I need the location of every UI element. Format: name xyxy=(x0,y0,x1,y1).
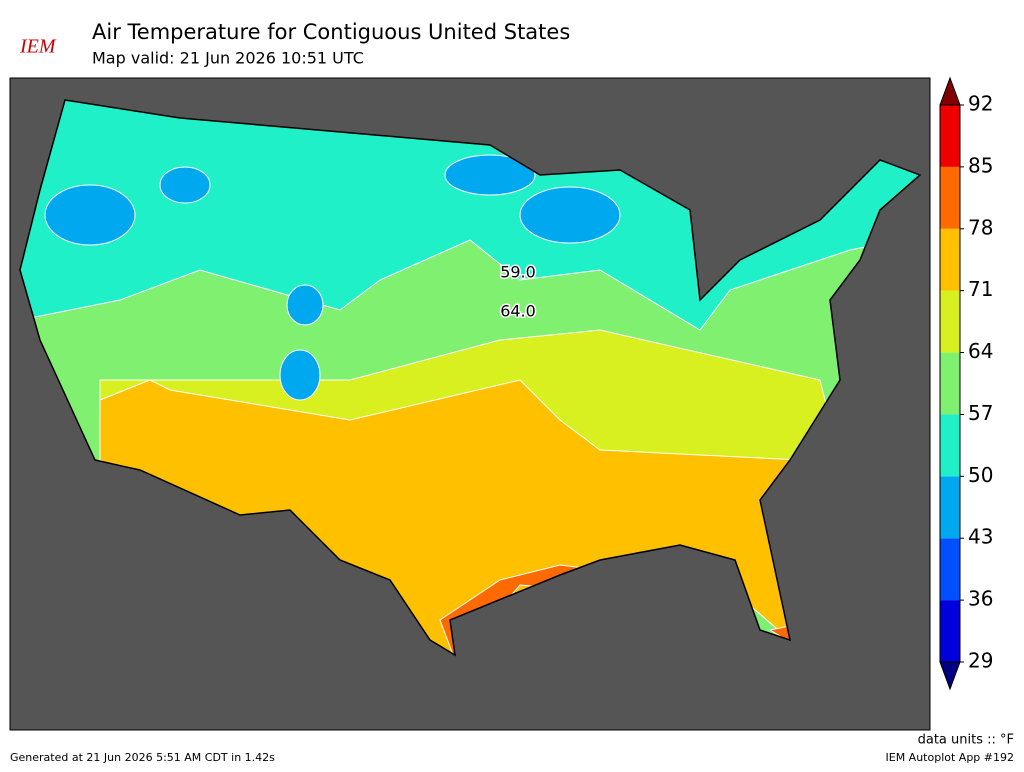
colorbar-band xyxy=(940,228,960,291)
colorbar-tick-label: 50 xyxy=(968,463,993,487)
contour-label: 59.0 xyxy=(500,263,536,282)
colorbar-tick-label: 36 xyxy=(968,587,993,611)
footer-generated: Generated at 21 Jun 2026 5:51 AM CDT in … xyxy=(10,751,275,764)
subtitle: Map valid: 21 Jun 2026 10:51 UTC xyxy=(92,49,364,68)
footer-app: IEM Autoplot App #192 xyxy=(886,751,1015,764)
temperature-region xyxy=(286,284,324,326)
colorbar-band xyxy=(940,538,960,601)
contour-label: 64.0 xyxy=(500,302,536,321)
colorbar-band xyxy=(940,166,960,229)
colorbar-band xyxy=(940,476,960,539)
colorbar-tick-label: 92 xyxy=(968,92,993,116)
colorbar-tick-label: 85 xyxy=(968,153,993,177)
colorbar-over xyxy=(939,76,961,106)
colorbar-band xyxy=(940,105,960,167)
units-label: data units :: °F xyxy=(918,733,1014,748)
title: Air Temperature for Contiguous United St… xyxy=(92,20,570,44)
temperature-region xyxy=(444,154,536,196)
colorbar-band xyxy=(940,352,960,415)
logo: IEM xyxy=(19,36,57,58)
colorbar-tick-label: 57 xyxy=(968,401,993,425)
colorbar-band xyxy=(940,290,960,353)
temperature-region xyxy=(44,184,136,246)
colorbar-tick-label: 29 xyxy=(968,649,993,673)
colorbar-frame xyxy=(939,104,961,663)
colorbar-tick-label: 78 xyxy=(968,215,993,239)
colorbar-band xyxy=(940,600,960,662)
temperature-region xyxy=(159,166,211,204)
colorbar-under xyxy=(939,661,961,691)
colorbar-tick-label: 71 xyxy=(968,277,993,301)
colorbar-tick-label: 64 xyxy=(968,339,993,363)
colorbar-band xyxy=(940,414,960,477)
temperature-region xyxy=(519,186,621,244)
colorbar: 29 36 43 50 57 64 71 78 85 92 xyxy=(939,76,993,691)
colorbar-tick-label: 43 xyxy=(968,525,993,549)
temperature-region xyxy=(279,349,321,401)
